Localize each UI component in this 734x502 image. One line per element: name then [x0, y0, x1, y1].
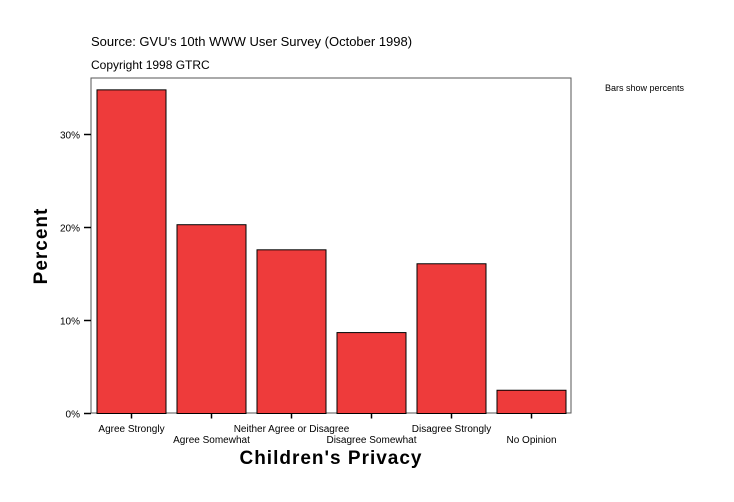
x-tick-label: Agree Strongly	[98, 424, 164, 435]
copyright-text: Copyright 1998 GTRC	[91, 58, 210, 72]
x-axis-label: Children's Privacy	[239, 448, 422, 469]
y-axis-label: Percent	[31, 208, 52, 285]
x-tick-label: Neither Agree or Disagree	[234, 424, 350, 435]
bar	[176, 224, 247, 414]
y-tick-label: 20%	[60, 224, 80, 235]
y-tick-label: 30%	[60, 131, 80, 142]
plot-area	[90, 77, 572, 414]
bar	[256, 249, 327, 414]
bar	[96, 89, 167, 415]
bar	[336, 332, 407, 414]
bar	[416, 263, 487, 414]
y-tick-label: 0%	[66, 410, 81, 421]
source-text: Source: GVU's 10th WWW User Survey (Octo…	[91, 34, 412, 49]
x-tick-label: Disagree Strongly	[412, 424, 491, 435]
y-tick-label: 10%	[60, 317, 80, 328]
x-tick-label: Agree Somewhat	[173, 435, 250, 446]
bar	[496, 389, 567, 414]
x-tick-label: Disagree Somewhat	[326, 435, 416, 446]
note-text: Bars show percents	[605, 83, 685, 93]
x-tick-label: No Opinion	[506, 435, 556, 446]
